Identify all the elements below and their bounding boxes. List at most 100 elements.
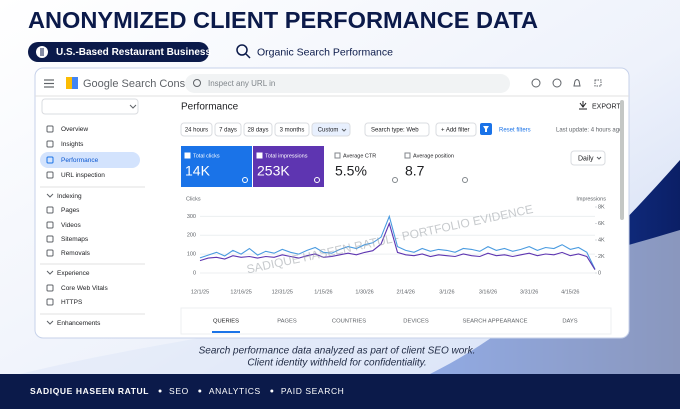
y2-tick-label: 8K <box>598 204 605 210</box>
metric-value: 8.7 <box>405 163 425 179</box>
nav-icon <box>46 206 54 214</box>
tab-indicator <box>212 331 240 333</box>
metric-label: Average position <box>413 153 454 159</box>
footer-item: ANALYTICS <box>209 386 261 396</box>
x-tick-label: 1/30/26 <box>355 289 373 295</box>
nav-icon <box>46 221 54 229</box>
nav-icon <box>46 171 54 179</box>
date-chip-label: 28 days <box>247 128 268 134</box>
page-title: Performance <box>181 102 239 113</box>
metric-info <box>314 177 320 183</box>
metric-card[interactable] <box>331 146 402 187</box>
tab-bar <box>180 307 612 335</box>
tab[interactable]: QUERIES <box>213 319 239 325</box>
y2-axis-title: Impressions <box>576 196 606 202</box>
date-chip[interactable] <box>180 122 213 137</box>
footer-items: SADIQUE HASEEN RATUL SEO ANALYTICS PAID SEA… <box>30 386 344 396</box>
metric-card[interactable] <box>401 146 472 187</box>
tab[interactable]: DAYS <box>562 319 577 325</box>
export-button[interactable]: EXPORT <box>592 103 621 110</box>
search-bar-icon <box>193 79 201 87</box>
metric-checkbox <box>184 152 191 159</box>
nav-item[interactable]: Removals <box>61 250 91 257</box>
x-tick-label: 12/16/25 <box>230 289 251 295</box>
metric-info <box>242 177 248 183</box>
metric-checkbox <box>404 152 411 159</box>
metric-value: 14K <box>185 163 211 179</box>
date-chip[interactable] <box>311 122 351 137</box>
y-axis-title: Clicks <box>186 196 201 202</box>
series-line <box>199 221 596 270</box>
tab[interactable]: COUNTRIES <box>332 319 366 325</box>
x-tick-label: 12/1/25 <box>191 289 209 295</box>
gsc-logo <box>66 77 78 89</box>
add-filter-chip[interactable] <box>435 122 477 137</box>
section-caret <box>46 193 54 198</box>
reset-filters[interactable]: Reset filters <box>499 128 531 134</box>
metric-label: Total clicks <box>193 153 220 159</box>
nav-item[interactable]: Videos <box>61 222 82 229</box>
nav-icon <box>46 249 54 257</box>
nav-item[interactable]: Overview <box>61 126 88 133</box>
x-tick-label: 3/1/26 <box>439 289 454 295</box>
add-filter: + Add filter <box>441 128 470 134</box>
metric-card[interactable] <box>253 146 324 187</box>
series-line <box>199 214 596 270</box>
search-type-chip[interactable] <box>364 122 430 137</box>
y2-tick-label: 0 <box>598 270 601 276</box>
metric-info <box>462 177 468 183</box>
badge-text: U.S.-Based Restaurant Business <box>56 47 211 58</box>
nav-item[interactable]: URL inspection <box>61 172 105 179</box>
y2-tick-label: 6K <box>598 221 605 227</box>
nav-icon <box>46 156 54 164</box>
y-tick-label: 100 <box>187 252 196 258</box>
metric-cards: Total clicks 14K Total impressions 253K Aver… <box>181 146 472 187</box>
granularity: Daily <box>578 155 594 162</box>
y-tick-label: 200 <box>187 233 196 239</box>
y2-tick-label: 2K <box>598 254 605 260</box>
metric-value: 253K <box>257 163 290 179</box>
date-chip[interactable] <box>274 122 310 137</box>
tab[interactable]: PAGES <box>277 319 297 325</box>
search-bar[interactable] <box>185 74 510 93</box>
footer-dot <box>198 389 202 393</box>
nav-item[interactable]: HTTPS <box>61 299 83 306</box>
header-icons <box>531 78 602 88</box>
export-icon <box>579 101 587 110</box>
footer-dot <box>270 389 274 393</box>
footer-item: SEO <box>169 386 189 396</box>
date-chip[interactable] <box>214 122 242 137</box>
last-update: Last update: 4 hours ago <box>556 128 623 134</box>
nav-icon <box>46 298 54 306</box>
x-tick-label: 12/31/25 <box>272 289 293 295</box>
property-selector[interactable] <box>41 98 139 115</box>
granularity-select[interactable] <box>570 150 606 166</box>
property-caret <box>129 104 137 109</box>
date-chip[interactable] <box>243 122 273 137</box>
y2-tick-label: 4K <box>598 237 605 243</box>
date-chip-label: Custom <box>318 128 339 134</box>
nav-section: Experience <box>57 270 90 277</box>
nav-item[interactable]: Insights <box>61 141 84 148</box>
tab[interactable]: SEARCH APPEARANCE <box>462 319 527 325</box>
nav-item[interactable]: Sitemaps <box>61 236 89 243</box>
nav-item[interactable]: Core Web Vitals <box>61 285 108 292</box>
search-type: Search type: Web <box>371 128 419 134</box>
x-tick-label: 3/16/26 <box>479 289 497 295</box>
metric-info <box>392 177 398 183</box>
filter-bar: 24 hours 7 days 28 days 3 months Custom Searc… <box>180 122 623 137</box>
metric-checkbox <box>334 152 341 159</box>
search-icon <box>236 44 251 59</box>
metric-card[interactable] <box>181 146 252 187</box>
nav-item[interactable]: Performance <box>61 157 99 164</box>
tab[interactable]: DEVICES <box>403 319 429 325</box>
subtitle: Organic Search Performance <box>257 46 393 58</box>
scrollbar <box>620 100 624 220</box>
chart: Clicks Impressions 0 100 200 300 0 2K 4K 6K 8K 12/1… <box>186 196 606 295</box>
nav-item[interactable]: Pages <box>61 207 80 214</box>
section-caret <box>46 320 54 325</box>
nav-section: Indexing <box>57 193 82 200</box>
x-tick-label: 2/14/26 <box>397 289 415 295</box>
date-chip-label: 7 days <box>219 128 237 134</box>
